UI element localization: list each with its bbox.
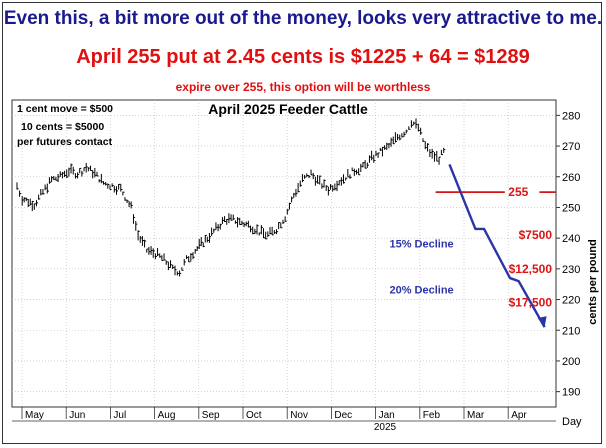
x-month-label: Jan — [379, 410, 395, 421]
candle-series — [16, 118, 446, 277]
y-tick-label: 250 — [562, 202, 580, 214]
info-line-1: 1 cent move = $500 — [17, 103, 113, 115]
x-month-label: Dec — [334, 410, 352, 421]
x-month-label: Feb — [423, 410, 441, 421]
x-month-label: Jul — [113, 410, 126, 421]
decline-label: 15% Decline — [389, 238, 453, 250]
x-month-label: Mar — [467, 410, 485, 421]
annotations: 255 15% Decline 20% Decline $7500 $12,500 $17… — [389, 164, 556, 328]
x-axis: May Jun Jul Aug Sep Oct Nov Dec Jan Feb Mar Apr — [12, 406, 556, 422]
decline-label: 20% Decline — [389, 284, 453, 296]
projection-line — [448, 164, 546, 328]
y-tick-label: 260 — [562, 172, 580, 184]
y-tick-label: 240 — [562, 233, 580, 245]
expiry-note: expire over 255, this option will be wor… — [175, 80, 431, 94]
x-month-label: May — [25, 410, 44, 421]
y-tick-label: 190 — [562, 387, 580, 399]
x-axis-label: Day — [562, 416, 582, 428]
headline: Even this, a bit more out of the money, … — [3, 8, 603, 29]
y-axis: 190 200 210 220 230 240 250 260 270 280 — [556, 110, 580, 399]
info-line-2: 10 cents = $5000 — [21, 121, 104, 133]
grid-lines — [12, 100, 556, 407]
y-tick-label: 210 — [562, 325, 580, 337]
value-label: $12,500 — [509, 262, 553, 276]
y-tick-label: 230 — [562, 264, 580, 276]
subheadline: April 255 put at 2.45 cents is $1225 + 6… — [76, 46, 530, 68]
strike-label: 255 — [508, 185, 528, 199]
value-label: $17,500 — [509, 296, 553, 310]
plot-area — [11, 99, 557, 408]
x-month-label: Apr — [511, 410, 527, 421]
x-month-label: Jun — [69, 410, 85, 421]
year-label: 2025 — [374, 422, 397, 433]
y-tick-label: 270 — [562, 141, 580, 153]
y-axis-label: cents per pound — [587, 239, 599, 325]
x-month-label: Aug — [158, 410, 176, 421]
chart-frame — [2, 2, 602, 444]
info-line-3: per futures contact — [17, 136, 113, 148]
y-tick-label: 200 — [562, 356, 580, 368]
chart-title: April 2025 Feeder Cattle — [208, 101, 368, 117]
x-month-label: Sep — [202, 410, 220, 421]
projection-arrowhead — [537, 316, 547, 328]
y-tick-label: 280 — [562, 110, 580, 122]
x-month-label: Nov — [290, 410, 308, 421]
x-month-label: Oct — [246, 410, 262, 421]
y-tick-label: 220 — [562, 295, 580, 307]
value-label: $7500 — [519, 228, 553, 242]
